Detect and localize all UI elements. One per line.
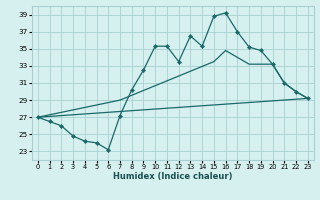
X-axis label: Humidex (Indice chaleur): Humidex (Indice chaleur): [113, 172, 233, 181]
